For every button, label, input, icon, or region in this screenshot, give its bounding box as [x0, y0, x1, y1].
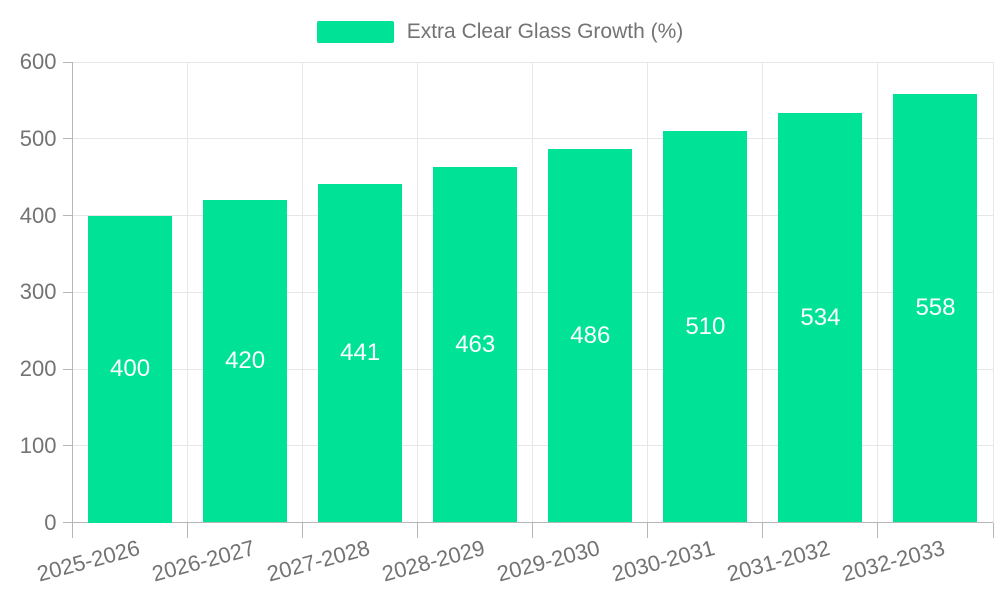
bar-value-label: 441 — [340, 339, 381, 367]
bar[interactable] — [318, 184, 403, 523]
gridline-vertical — [532, 62, 534, 523]
x-axis-label: 2028-2029 — [379, 534, 488, 586]
gridline-vertical — [302, 62, 304, 523]
x-axis-line — [62, 522, 993, 523]
gridline-vertical — [877, 62, 879, 523]
bar-value-label: 558 — [915, 294, 956, 322]
x-axis-tick — [417, 522, 419, 538]
x-axis-tick — [877, 522, 879, 538]
bar-value-label: 534 — [800, 303, 841, 331]
gridline-vertical — [992, 62, 994, 523]
bar[interactable] — [433, 167, 518, 523]
y-axis-tick — [62, 61, 73, 63]
bar[interactable] — [778, 112, 863, 523]
x-axis-label: 2025-2026 — [34, 534, 143, 586]
y-axis-tick — [62, 138, 73, 140]
y-axis-label: 500 — [19, 125, 57, 151]
bar-value-label: 420 — [225, 347, 266, 375]
y-axis-label: 200 — [19, 356, 57, 381]
y-axis-label: 100 — [19, 432, 57, 458]
x-axis-label: 2027-2028 — [264, 534, 373, 586]
bar[interactable] — [893, 94, 978, 523]
y-axis-tick — [62, 215, 73, 216]
x-axis-label: 2031-2032 — [724, 534, 833, 586]
x-axis-tick — [762, 522, 764, 538]
gridline-vertical — [187, 62, 189, 523]
y-axis-label: 300 — [19, 279, 57, 305]
x-axis-label: 2030-2031 — [609, 534, 718, 586]
y-axis-line — [72, 62, 73, 523]
bar-value-label: 510 — [685, 312, 726, 340]
bar[interactable] — [663, 131, 748, 523]
legend: Extra Clear Glass Growth (%) — [0, 20, 1000, 44]
bar-value-label: 486 — [570, 321, 611, 349]
bar[interactable] — [203, 200, 288, 523]
x-axis-tick — [302, 522, 304, 538]
bar-value-label: 400 — [110, 355, 151, 382]
bar-value-label: 463 — [455, 330, 496, 358]
x-axis-tick — [647, 522, 649, 538]
x-axis-label: 2029-2030 — [494, 534, 603, 586]
gridline-vertical — [417, 62, 419, 523]
y-axis-label: 0 — [44, 509, 57, 535]
y-axis-label: 400 — [19, 202, 57, 228]
gridline-vertical — [762, 62, 764, 523]
legend-label[interactable]: Extra Clear Glass Growth (%) — [406, 20, 684, 43]
x-axis-tick — [532, 522, 534, 538]
x-axis-tick — [992, 522, 994, 538]
y-axis-tick — [62, 445, 73, 447]
y-axis-tick — [62, 522, 73, 523]
x-axis-label: 2026-2027 — [149, 534, 258, 586]
x-axis-label: 2032-2033 — [839, 534, 948, 586]
gridline-vertical — [647, 62, 649, 523]
bar[interactable] — [88, 215, 173, 523]
y-axis-tick — [62, 368, 73, 370]
legend-swatch[interactable] — [316, 21, 394, 43]
y-axis-label: 600 — [19, 49, 57, 74]
y-axis-tick — [62, 291, 73, 293]
bar[interactable] — [548, 149, 633, 523]
x-axis-tick — [72, 522, 73, 538]
x-axis-tick — [187, 522, 189, 538]
